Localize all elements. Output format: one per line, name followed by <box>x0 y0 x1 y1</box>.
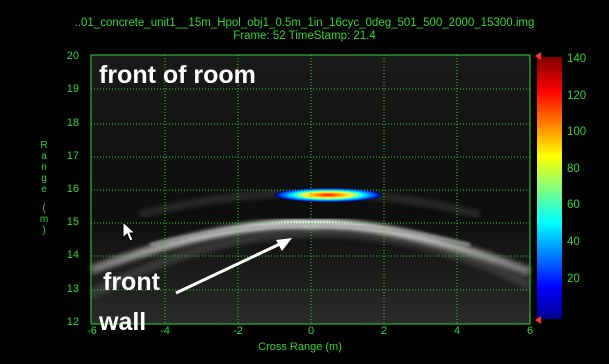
colorbar-tick: 60 <box>567 199 580 211</box>
y-tick: 19 <box>66 83 79 95</box>
y-tick: 20 <box>66 50 79 62</box>
y-tick: 15 <box>66 216 79 228</box>
colorbar-tick: 100 <box>567 126 587 138</box>
file-title: ..01_concrete_unit1__15m_Hpol_obj1_0.5m_… <box>74 17 535 29</box>
x-tick: 2 <box>380 325 388 337</box>
colorbar-tick: 140 <box>567 53 587 65</box>
y-tick: 16 <box>66 183 79 195</box>
y-tick: 13 <box>66 283 79 295</box>
plot-frame <box>90 54 531 325</box>
x-tick: -2 <box>233 325 243 337</box>
x-tick: -4 <box>160 325 170 337</box>
y-tick: 17 <box>66 150 79 162</box>
colorbar-tick: 120 <box>567 90 587 102</box>
grid <box>91 55 530 324</box>
y-tick: 12 <box>66 316 79 328</box>
x-tick: 6 <box>526 325 534 337</box>
x-tick: 0 <box>307 325 315 337</box>
colorbar-tick: 20 <box>567 273 580 285</box>
mouse-pointer-icon <box>122 221 137 242</box>
object-hotspot <box>274 188 382 202</box>
y-tick: 18 <box>66 117 79 129</box>
colorbar-tick: 40 <box>567 236 580 248</box>
wall-arrow <box>175 238 292 295</box>
y-tick: 14 <box>66 249 79 261</box>
x-tick: 4 <box>453 325 461 337</box>
colorbar-tick: 80 <box>567 163 580 175</box>
front-wall-label-line1: front <box>103 268 160 296</box>
front-wall-label-line2: wall <box>99 308 147 336</box>
y-axis-title: R a n g e ( m ) <box>39 140 49 236</box>
colorbar <box>537 57 562 319</box>
x-tick: -6 <box>87 325 97 337</box>
frame-timestamp: Frame: 52 TimeStamp: 21.4 <box>233 30 376 42</box>
front-of-room-label: front of room <box>99 61 256 89</box>
x-axis-title: Cross Range (m) <box>258 341 342 353</box>
